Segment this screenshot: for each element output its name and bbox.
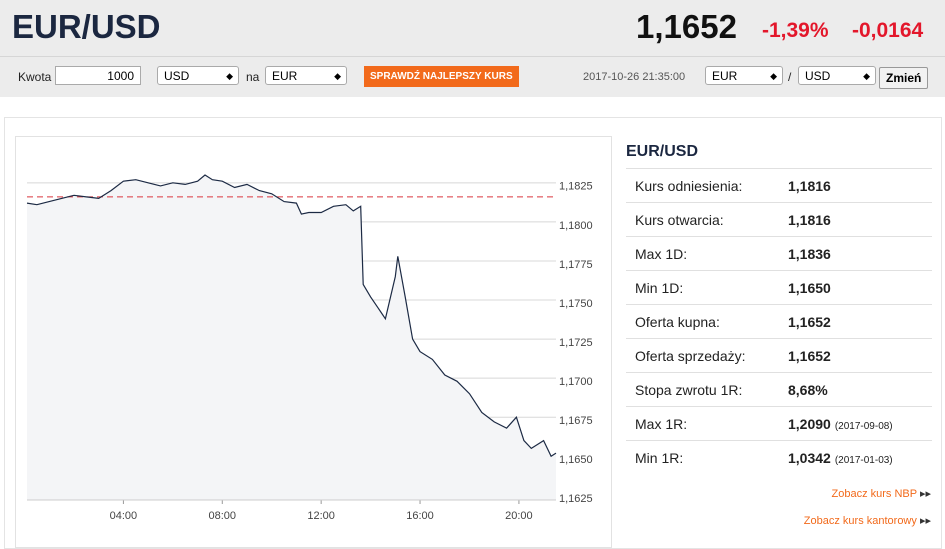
stats-row: Kurs otwarcia: 1,1816	[626, 202, 932, 237]
quote-value: USD	[805, 69, 831, 83]
pair-title: EUR/USD	[12, 8, 161, 45]
y-tick-label: 1,1625	[559, 493, 593, 505]
to-select[interactable]: EUR ◆	[265, 66, 347, 85]
rate: 1,1652	[636, 8, 737, 45]
stats-row: Kurs odniesienia: 1,1816	[626, 168, 932, 203]
stat-label: Min 1R:	[635, 450, 684, 466]
y-tick-label: 1,1750	[559, 298, 593, 310]
separator: /	[788, 70, 792, 84]
y-tick-label: 1,1700	[559, 376, 593, 388]
price-line	[26, 174, 557, 458]
stat-label: Oferta kupna:	[635, 314, 720, 330]
timestamp: 2017-10-26 21:35:00	[583, 71, 686, 83]
stats-row: Min 1R: 1,0342 (2017-01-03)	[626, 440, 932, 475]
y-tick-label: 1,1725	[559, 337, 593, 349]
stat-label: Max 1R:	[635, 416, 688, 432]
stats-row: Oferta sprzedaży: 1,1652	[626, 338, 932, 373]
stat-label: Kurs odniesienia:	[635, 178, 743, 194]
x-tick-label: 04:00	[110, 510, 138, 522]
stat-cell: 1,1650	[788, 271, 831, 305]
stat-cell: 1,2090 (2017-09-08)	[788, 407, 893, 444]
stat-value: 1,1816	[788, 178, 831, 194]
stat-cell: 1,1652	[788, 339, 831, 373]
base-value: EUR	[712, 69, 738, 83]
from-select[interactable]: USD ◆	[157, 66, 239, 85]
x-tick-label: 08:00	[209, 510, 237, 522]
swap-button[interactable]: Zmień	[879, 67, 929, 89]
stats-row: Oferta kupna: 1,1652	[626, 304, 932, 339]
stat-value: 1,1836	[788, 246, 831, 262]
y-tick-label: 1,1775	[559, 259, 593, 271]
area	[27, 175, 556, 500]
stat-cell: 8,68%	[788, 373, 828, 407]
y-tick-label: 1,1800	[559, 220, 593, 232]
x-tick-label: 16:00	[406, 510, 434, 522]
link[interactable]: Zobacz kurs kantorowy ▸▸	[804, 514, 931, 527]
y-tick-label: 1,1650	[559, 454, 593, 466]
stat-cell: 1,1836	[788, 237, 831, 271]
to-value: EUR	[272, 69, 298, 83]
stat-cell: 1,0342 (2017-01-03)	[788, 441, 893, 478]
link-text: Zobacz kurs kantorowy	[803, 515, 917, 527]
stat-date: (2017-09-08)	[834, 421, 893, 432]
stat-value: 1,1652	[788, 348, 831, 364]
check-button[interactable]: SPRAWDŹ NAJLEPSZY KURS	[364, 66, 519, 87]
stat-label: Min 1D:	[635, 280, 684, 296]
change-pct: -1,39%	[762, 19, 829, 42]
stat-label: Kurs otwarcia:	[635, 212, 724, 228]
quote-select[interactable]: USD ◆	[798, 66, 876, 85]
stats-row: Max 1D: 1,1836	[626, 236, 932, 271]
from-value: USD	[164, 69, 190, 83]
link-arrow: ▸▸	[916, 488, 931, 500]
stat-value: 1,1652	[788, 314, 831, 330]
amount-input[interactable]: 1000	[55, 66, 141, 85]
stats-row: Stopa zwrotu 1R: 8,68%	[626, 372, 932, 407]
stat-cell: 1,1816	[788, 203, 831, 237]
divider	[0, 56, 945, 57]
link[interactable]: Zobacz kurs NBP ▸▸	[832, 487, 932, 500]
to-label: na	[246, 70, 260, 84]
amount-label: Kwota	[18, 70, 52, 84]
stat-value: 1,0342	[788, 450, 831, 466]
stat-date: (2017-01-03)	[834, 455, 893, 466]
table-title: EUR/USD	[626, 143, 699, 160]
stat-value: 1,2090	[788, 416, 831, 432]
stat-value: 1,1816	[788, 212, 831, 228]
stat-label: Stopa zwrotu 1R:	[635, 382, 743, 398]
stats-row: Min 1D: 1,1650	[626, 270, 932, 305]
change-abs: -0,0164	[852, 19, 924, 42]
stat-label: Oferta sprzedaży:	[635, 348, 746, 364]
stat-cell: 1,1652	[788, 305, 831, 339]
stats-row: Max 1R: 1,2090 (2017-09-08)	[626, 406, 932, 441]
link-arrow: ▸▸	[916, 515, 931, 527]
stat-value: 8,68%	[788, 382, 828, 398]
stat-cell: 1,1816	[788, 169, 831, 203]
base-select[interactable]: EUR ◆	[705, 66, 783, 85]
stat-value: 1,1650	[788, 280, 831, 296]
stat-label: Max 1D:	[635, 246, 688, 262]
y-tick-label: 1,1675	[559, 415, 593, 427]
link-text: Zobacz kurs NBP	[831, 488, 917, 500]
x-tick-label: 20:00	[505, 510, 533, 522]
x-tick-label: 12:00	[307, 510, 335, 522]
y-tick-label: 1,1825	[559, 181, 593, 193]
